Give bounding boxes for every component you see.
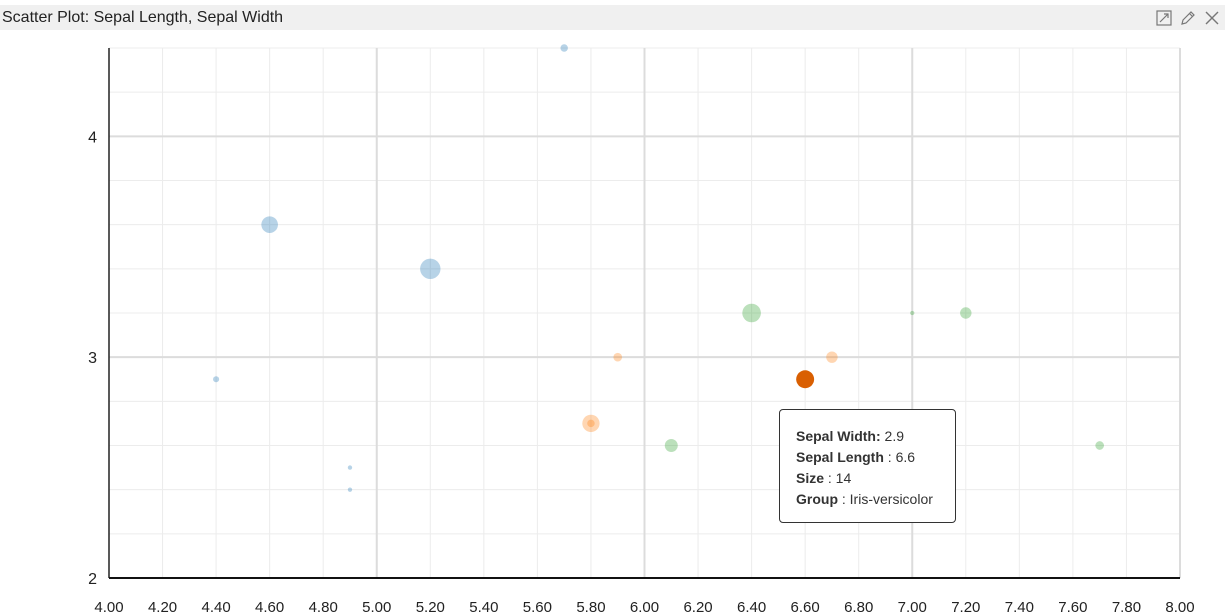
x-tick-label: 6.60 [791, 599, 820, 616]
data-point[interactable] [347, 465, 353, 470]
x-tick-label: 6.20 [683, 599, 712, 616]
x-tick-label: 7.00 [898, 599, 927, 616]
tooltip-row-sepal-length: Sepal Length : 6.6 [796, 447, 955, 468]
data-point[interactable] [420, 258, 441, 280]
tooltip-row-sepal-width: Sepal Width: 2.9 [796, 426, 955, 447]
data-points [213, 44, 1104, 492]
data-point[interactable] [1095, 441, 1104, 450]
axes [108, 48, 1180, 579]
x-tick-label: 8.00 [1165, 599, 1194, 616]
y-tick-label: 3 [88, 350, 97, 367]
x-tick-label: 6.40 [737, 599, 766, 616]
y-tick-label: 4 [88, 129, 97, 146]
data-point[interactable] [664, 439, 678, 452]
x-tick-label: 4.60 [255, 599, 284, 616]
tooltip-label: Sepal Width: [796, 428, 881, 444]
data-point[interactable] [582, 414, 600, 433]
y-tick-label: 2 [88, 571, 97, 588]
data-point-highlighted[interactable] [796, 370, 815, 389]
x-tick-label: 4.80 [309, 599, 338, 616]
x-tick-label: 5.40 [469, 599, 498, 616]
x-tick-label: 7.60 [1058, 599, 1087, 616]
window-controls [1155, 9, 1221, 27]
chart-titlebar: Scatter Plot: Sepal Length, Sepal Width [0, 5, 1225, 30]
x-tick-label: 6.00 [630, 599, 659, 616]
data-point[interactable] [560, 44, 568, 52]
expand-icon[interactable] [1155, 9, 1173, 27]
x-tick-label: 7.40 [1005, 599, 1034, 616]
tooltip-value: : 6.6 [883, 449, 916, 465]
tooltip-value: : Iris-versicolor [838, 491, 933, 507]
data-point[interactable] [960, 307, 972, 319]
x-tick-label: 5.00 [362, 599, 391, 616]
y-tick-labels: 2 3 4 [88, 129, 97, 588]
close-icon[interactable] [1203, 9, 1221, 27]
tooltip-value: : 14 [824, 470, 852, 486]
tooltip-row-group: Group : Iris-versicolor [796, 489, 955, 510]
data-point[interactable] [213, 376, 220, 383]
data-point[interactable] [613, 352, 623, 362]
data-point[interactable] [587, 419, 595, 428]
data-point[interactable] [347, 487, 353, 492]
x-tick-label: 4.40 [201, 599, 230, 616]
tooltip-row-size: Size : 14 [796, 468, 955, 489]
data-point[interactable] [910, 310, 915, 316]
x-tick-label: 5.20 [416, 599, 445, 616]
data-point[interactable] [826, 351, 838, 363]
tooltip-label: Group [796, 491, 838, 507]
x-tick-label: 5.80 [576, 599, 605, 616]
x-tick-label: 6.80 [844, 599, 873, 616]
tooltip-label: Sepal Length [796, 449, 884, 465]
tooltip-value: 2.9 [880, 428, 905, 444]
data-point[interactable] [742, 303, 761, 323]
grid-major [109, 48, 1181, 578]
x-tick-label: 4.00 [94, 599, 123, 616]
scatter-chart: 4.00 4.20 4.40 4.60 4.80 5.00 5.20 5.40 5.60 5.80… [88, 44, 1195, 616]
chart-title: Scatter Plot: Sepal Length, Sepal Width [2, 9, 284, 26]
point-tooltip: Sepal Width: 2.9 Sepal Length : 6.6 Size… [779, 409, 956, 523]
x-tick-label: 7.80 [1112, 599, 1141, 616]
edit-icon[interactable] [1179, 9, 1197, 27]
x-tick-label: 7.20 [951, 599, 980, 616]
x-tick-label: 4.20 [148, 599, 177, 616]
x-tick-label: 5.60 [523, 599, 552, 616]
tooltip-label: Size [796, 470, 825, 486]
x-tick-labels: 4.00 4.20 4.40 4.60 4.80 5.00 5.20 5.40 5.60 5.80… [94, 599, 1194, 616]
data-point[interactable] [261, 216, 278, 233]
